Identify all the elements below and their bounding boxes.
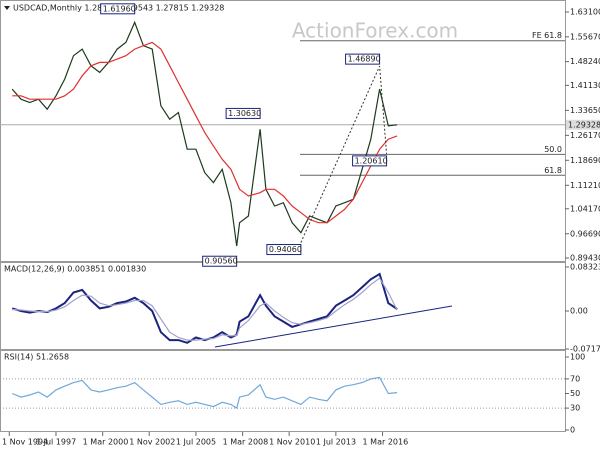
x-tick-label: 1 Jul 2013 [316, 438, 356, 447]
y-tick-label: 0.083235 [570, 263, 600, 272]
annotation-label: 1.20610 [355, 156, 388, 165]
annotation-label: 1.46890 [348, 55, 381, 64]
y-tick-label: 0.96690 [570, 229, 600, 238]
x-tick-label: 1 Nov 2010 [269, 438, 315, 447]
fib-level-label: 61.8 [544, 166, 562, 175]
annotation-box [345, 53, 381, 65]
series-line [12, 41, 398, 224]
annotation-label: 1.30630 [228, 109, 261, 118]
series-line [11, 20, 398, 247]
x-tick-label: 1 Nov 1994 [2, 438, 48, 447]
y-tick-label: -0.071752 [570, 345, 600, 354]
annotation-label: 1.61960 [103, 4, 136, 13]
y-tick-label: 1.11210 [570, 181, 600, 190]
projection-line [300, 65, 388, 243]
annotation-box [352, 155, 388, 167]
annotation-box [100, 3, 136, 15]
y-tick-label: 1.48240 [570, 57, 600, 66]
y-tick-label: 1.55670 [570, 32, 600, 41]
annotation-label: 0.90560 [205, 257, 238, 266]
annotation-box [266, 244, 302, 256]
x-tick-label: 1 Jul 2005 [176, 438, 216, 447]
x-tick-label: 1 Mar 2000 [83, 438, 129, 447]
macd-trendline [214, 305, 453, 348]
fib-level-label: FE 61.8 [532, 31, 562, 40]
series-line [12, 277, 398, 341]
price-panel [0, 0, 566, 262]
y-tick-label: 70 [570, 374, 580, 383]
last-price-label: 1.29328 [568, 120, 600, 129]
y-tick-label: 50 [570, 389, 580, 398]
y-tick-label: 30 [570, 404, 580, 413]
y-tick-label: 0.00 [570, 307, 588, 316]
y-tick-label: 1.41130 [570, 81, 600, 90]
y-tick-label: 1.33650 [570, 106, 600, 115]
fib-level-label: 50.0 [544, 145, 562, 154]
series-line [11, 376, 398, 410]
y-tick-label: 0.89430 [570, 254, 600, 263]
x-tick-label: 1 Nov 2002 [129, 438, 175, 447]
y-tick-label: 100 [570, 353, 585, 362]
macd-title: MACD(12,26,9) 0.003851 0.001830 [4, 265, 146, 274]
annotation-box [202, 255, 238, 267]
watermark: ActionForex.com [292, 19, 458, 43]
y-tick-label: 1.26170 [570, 131, 600, 140]
rsi-title: RSI(14) 51.2658 [4, 353, 69, 362]
y-tick-label: 1.04170 [570, 204, 600, 213]
dropdown-icon [4, 6, 10, 10]
x-tick-label: 1 Mar 2016 [363, 438, 409, 447]
x-tick-label: 1 Mar 2008 [223, 438, 269, 447]
rsi-panel [0, 350, 566, 432]
macd-panel [0, 262, 566, 350]
y-tick-label: 1.63100 [570, 8, 600, 17]
y-tick-label: 0 [570, 426, 575, 435]
annotation-box [225, 107, 261, 119]
y-tick-label: 1.18690 [570, 156, 600, 165]
annotation-label: 0.94060 [269, 245, 302, 254]
last-price-box [566, 119, 600, 130]
x-tick-label: 1 Jul 1997 [36, 438, 76, 447]
